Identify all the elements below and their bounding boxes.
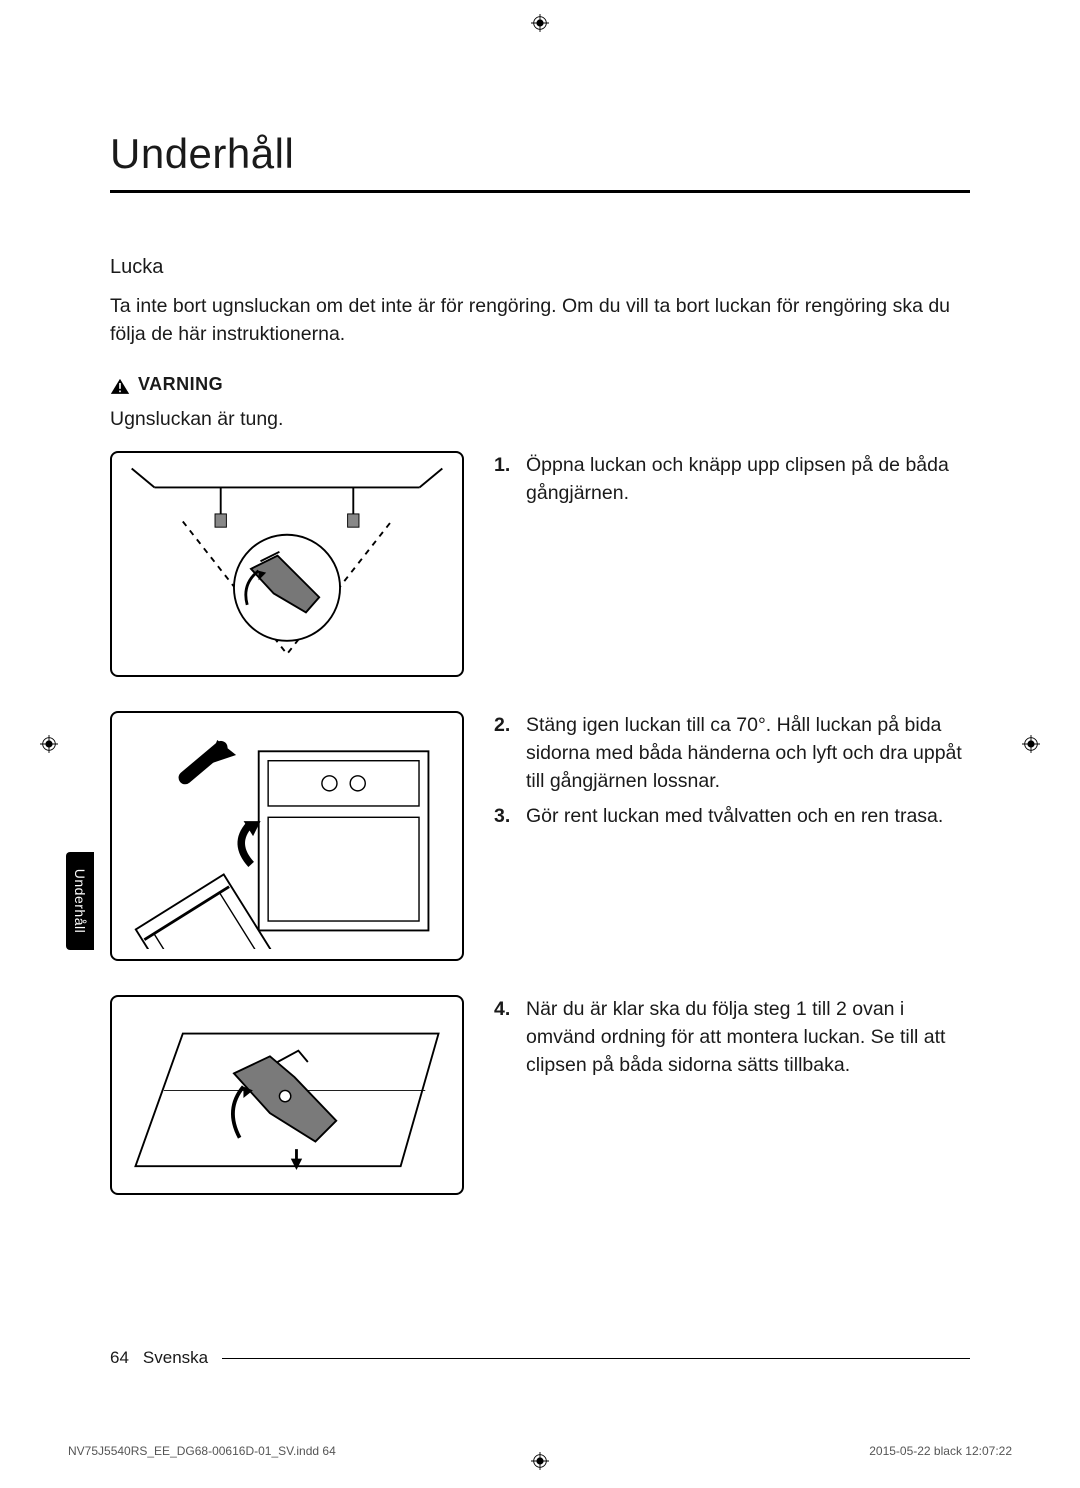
page-title: Underhåll [110,130,970,193]
imprint-left: NV75J5540RS_EE_DG68-00616D-01_SV.indd 64 [68,1444,336,1458]
warning-label: VARNING [138,371,223,397]
side-tab: Underhåll [66,852,94,950]
page-content: Underhåll Lucka Ta inte bort ugnsluckan … [110,130,970,1368]
steps-container: 1. Öppna luckan och knäpp upp clipsen på… [110,451,970,1195]
section-heading: Lucka [110,253,970,282]
warning-row: VARNING [110,371,970,397]
list-item: 2. Stäng igen luckan till ca 70°. Håll l… [494,711,970,796]
section-intro: Ta inte bort ugnsluckan om det inte är f… [110,292,970,349]
step-number: 4. [494,995,516,1080]
step-number: 2. [494,711,516,796]
footer-rule [222,1358,970,1359]
list-item: 4. När du är klar ska du följa steg 1 ti… [494,995,970,1080]
list-item: 1. Öppna luckan och knäpp upp clipsen på… [494,451,970,508]
registration-mark-right [1022,735,1040,753]
imprint-right: 2015-05-22 black 12:07:22 [869,1444,1012,1458]
figure-door-lift [110,711,464,961]
step-number: 1. [494,451,516,508]
side-tab-label: Underhåll [72,869,88,933]
step-text-2-3: 2. Stäng igen luckan till ca 70°. Håll l… [494,711,970,836]
registration-mark-left [40,735,58,753]
step-row-1: 1. Öppna luckan och knäpp upp clipsen på… [110,451,970,677]
figure-hinge-clips [110,451,464,677]
step-body: Gör rent luckan med tvålvatten och en re… [526,802,970,830]
imprint-row: NV75J5540RS_EE_DG68-00616D-01_SV.indd 64… [68,1444,1012,1458]
step-row-3: 4. När du är klar ska du följa steg 1 ti… [110,995,970,1195]
list-item: 3. Gör rent luckan med tvålvatten och en… [494,802,970,830]
step-text-1: 1. Öppna luckan och knäpp upp clipsen på… [494,451,970,514]
step-body: Stäng igen luckan till ca 70°. Håll luck… [526,711,970,796]
page-footer: 64 Svenska [110,1348,970,1368]
figure-hinge-closeup [110,995,464,1195]
footer-page-number: 64 [110,1348,129,1368]
step-body: När du är klar ska du följa steg 1 till … [526,995,970,1080]
footer-language: Svenska [143,1348,208,1368]
step-body: Öppna luckan och knäpp upp clipsen på de… [526,451,970,508]
step-text-4: 4. När du är klar ska du följa steg 1 ti… [494,995,970,1086]
step-number: 3. [494,802,516,830]
step-row-2: 2. Stäng igen luckan till ca 70°. Håll l… [110,711,970,961]
registration-mark-top [531,14,549,32]
warning-text: Ugnsluckan är tung. [110,405,970,433]
section-lucka: Lucka Ta inte bort ugnsluckan om det int… [110,253,970,1195]
warning-icon [110,375,130,393]
